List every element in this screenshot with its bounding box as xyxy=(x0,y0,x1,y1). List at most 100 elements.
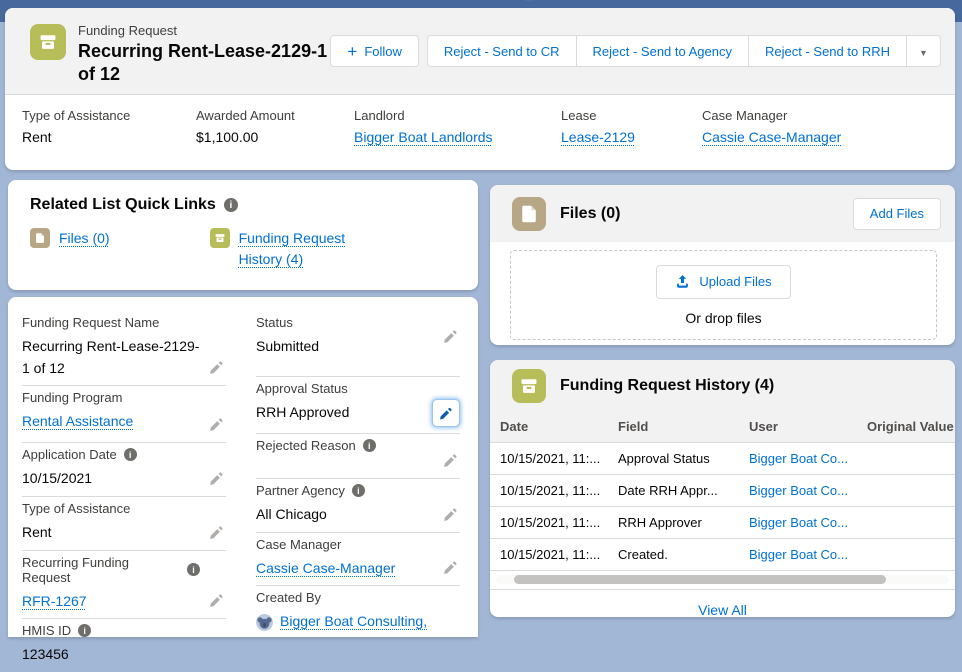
history-card-title: Funding Request History (4) xyxy=(560,376,775,394)
files-quick-link[interactable]: Files (0) xyxy=(59,230,110,246)
funding-request-history-list-icon xyxy=(512,368,546,403)
highlight-case-manager: Case Manager Cassie Case-Manager xyxy=(702,108,851,145)
cell-date: 10/15/2021, 11:... xyxy=(490,442,608,475)
field-case-manager: Case Manager Cassie Case-Manager xyxy=(256,533,460,587)
field-label: Type of Assistance xyxy=(22,501,131,517)
recurring-funding-request-link[interactable]: RFR-1267 xyxy=(22,592,87,609)
funding-program-link[interactable]: Rental Assistance xyxy=(22,413,134,430)
field-value: Recurring Rent-Lease-2129-1 of 12 xyxy=(22,338,200,376)
view-all-link[interactable]: View All xyxy=(698,602,747,618)
files-card: Files (0) Add Files Upload Files Or drop… xyxy=(490,185,955,345)
field-funding-program: Funding Program Rental Assistance xyxy=(22,386,226,444)
field-hmis-id: HMIS ID 123456 xyxy=(22,619,226,672)
field-value: RRH Approved xyxy=(256,404,350,420)
column-header-user[interactable]: User xyxy=(739,411,857,443)
cell-user-link[interactable]: Bigger Boat Co... xyxy=(749,547,848,562)
drop-files-text: Or drop files xyxy=(685,309,762,326)
info-icon[interactable] xyxy=(223,198,238,212)
quick-link-files: Files (0) xyxy=(30,228,110,270)
field-label: Partner Agency xyxy=(256,483,345,498)
quick-links-title: Related List Quick Links xyxy=(30,196,216,213)
cell-date: 10/15/2021, 11:... xyxy=(490,538,608,571)
field-value: All Chicago xyxy=(256,506,327,522)
cell-user-link[interactable]: Bigger Boat Co... xyxy=(749,451,848,466)
edit-pencil-icon[interactable] xyxy=(209,593,224,608)
record-actions: Follow Reject - Send to CR Reject - Send… xyxy=(330,35,941,67)
chevron-down-icon xyxy=(919,44,928,59)
more-actions-button[interactable] xyxy=(907,35,941,67)
files-related-list-icon xyxy=(512,196,546,231)
add-files-button[interactable]: Add Files xyxy=(852,197,941,230)
highlight-lease: Lease Lease-2129 xyxy=(561,108,702,145)
edit-pencil-icon[interactable] xyxy=(209,360,224,375)
highlight-type-of-assistance: Type of Assistance Rent xyxy=(22,108,196,145)
edit-pencil-icon[interactable] xyxy=(209,417,224,432)
field-label: Application Date xyxy=(22,447,117,463)
field-application-date: Application Date 10/15/2021 xyxy=(22,443,226,498)
cell-original-value xyxy=(857,474,955,507)
column-header-original-value[interactable]: Original Value xyxy=(857,411,955,443)
cell-original-value xyxy=(857,538,955,571)
field-label: Approval Status xyxy=(256,381,348,396)
details-right-column: Status Submitted Approval Status RRH App… xyxy=(256,311,460,672)
field-label: HMIS ID xyxy=(22,623,72,639)
reject-send-to-agency-button[interactable]: Reject - Send to Agency xyxy=(576,35,749,67)
cell-field: Created. xyxy=(608,538,739,571)
field-type-of-assistance: Type of Assistance Rent xyxy=(22,497,226,551)
object-label: Funding Request xyxy=(78,23,178,38)
field-funding-request-name: Funding Request Name Recurring Rent-Leas… xyxy=(22,311,226,387)
record-title-block: Funding Request Recurring Rent-Lease-212… xyxy=(78,22,330,87)
info-icon[interactable] xyxy=(78,624,92,638)
file-dropzone[interactable]: Upload Files Or drop files xyxy=(510,250,937,340)
table-row: 10/15/2021, 11:... Date RRH Appr... Bigg… xyxy=(490,474,955,507)
reject-send-to-cr-button[interactable]: Reject - Send to CR xyxy=(426,35,577,67)
edit-pencil-icon[interactable] xyxy=(443,507,458,522)
field-label: Rejected Reason xyxy=(256,438,356,453)
related-list-quick-links-card: Related List Quick Links Files (0) Fundi… xyxy=(8,180,478,290)
highlight-value: Rent xyxy=(22,129,52,145)
info-icon[interactable] xyxy=(187,563,200,577)
table-row: 10/15/2021, 11:... Approval Status Bigge… xyxy=(490,442,955,475)
field-value: 123456 xyxy=(22,646,69,663)
highlight-awarded-amount: Awarded Amount $1,100.00 xyxy=(196,108,354,145)
upload-files-button[interactable]: Upload Files xyxy=(656,264,791,299)
plus-icon xyxy=(347,43,364,60)
case-manager-link[interactable]: Cassie Case-Manager xyxy=(702,129,842,145)
funding-request-history-quick-link[interactable]: Funding Request History (4) xyxy=(238,230,346,267)
record-header-top: Funding Request Recurring Rent-Lease-212… xyxy=(5,8,955,95)
edit-pencil-icon[interactable] xyxy=(443,329,458,344)
field-label: Status xyxy=(256,315,293,330)
follow-button[interactable]: Follow xyxy=(330,35,419,67)
column-header-field[interactable]: Field xyxy=(608,411,739,443)
details-left-column: Funding Request Name Recurring Rent-Leas… xyxy=(22,311,226,672)
highlight-label: Type of Assistance xyxy=(22,108,131,123)
upload-files-label: Upload Files xyxy=(699,274,772,289)
record-details-card: Funding Request Name Recurring Rent-Leas… xyxy=(8,297,478,662)
field-rejected-reason: Rejected Reason xyxy=(256,434,460,479)
lease-link[interactable]: Lease-2129 xyxy=(561,129,635,145)
landlord-link[interactable]: Bigger Boat Landlords xyxy=(354,129,493,145)
info-icon[interactable] xyxy=(351,484,365,497)
column-header-date[interactable]: Date xyxy=(490,411,608,443)
created-by-link[interactable]: Bigger Boat Consulting, xyxy=(280,613,428,630)
field-approval-status: Approval Status RRH Approved xyxy=(256,377,460,434)
cell-field: Date RRH Appr... xyxy=(608,474,739,507)
reject-send-to-rrh-button[interactable]: Reject - Send to RRH xyxy=(749,35,907,67)
highlight-label: Awarded Amount xyxy=(196,108,295,123)
funding-request-history-icon xyxy=(209,228,230,248)
info-icon[interactable] xyxy=(362,439,376,452)
horizontal-scrollbar-track[interactable] xyxy=(496,575,949,584)
horizontal-scrollbar-thumb[interactable] xyxy=(514,575,886,584)
cell-user-link[interactable]: Bigger Boat Co... xyxy=(749,515,848,530)
edit-approval-status-button[interactable] xyxy=(432,399,460,427)
edit-pencil-icon[interactable] xyxy=(209,525,224,540)
files-card-title: Files (0) xyxy=(560,204,621,222)
info-icon[interactable] xyxy=(123,448,137,462)
case-manager-detail-link[interactable]: Cassie Case-Manager xyxy=(256,559,396,576)
edit-pencil-icon[interactable] xyxy=(443,560,458,575)
field-label: Recurring Funding Request xyxy=(22,554,129,585)
edit-pencil-icon[interactable] xyxy=(209,471,224,486)
cell-user-link[interactable]: Bigger Boat Co... xyxy=(749,483,848,498)
edit-pencil-icon[interactable] xyxy=(443,453,458,468)
field-partner-agency: Partner Agency All Chicago xyxy=(256,479,460,533)
